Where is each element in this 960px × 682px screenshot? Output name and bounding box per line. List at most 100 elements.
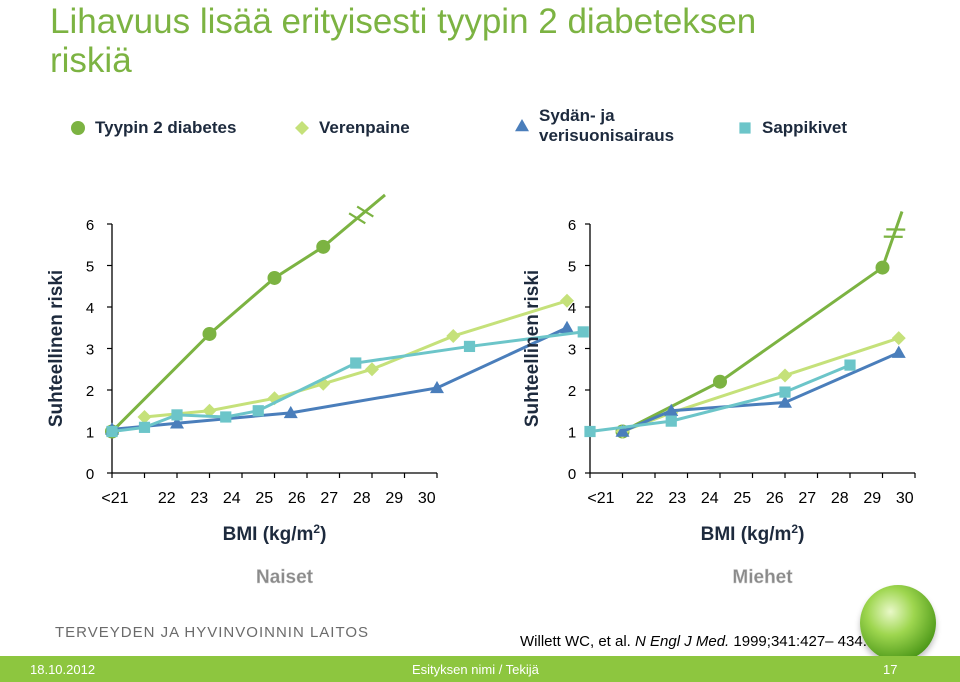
footer-page-number: 17 [883, 662, 898, 677]
square-icon [739, 122, 751, 134]
legend-label: Tyypin 2 diabetes [95, 118, 237, 137]
circle-icon [71, 121, 85, 135]
x-tick-label: 26 [766, 490, 784, 507]
slide-title: Lihavuus lisää erityisesti tyypin 2 diab… [50, 2, 757, 80]
x-tick-label: <21 [587, 490, 614, 507]
data-point [779, 386, 791, 398]
y-tick-label: 2 [568, 383, 576, 400]
citation: Willett WC, et al. N Engl J Med. 1999;34… [520, 633, 867, 650]
data-point [584, 425, 596, 438]
series-line [589, 363, 851, 433]
series [106, 326, 589, 438]
legend-label: Verenpaine [319, 118, 410, 137]
x-tick-label: 29 [385, 490, 403, 507]
legend-label: Sydän- ja [539, 106, 615, 125]
data-point [171, 409, 183, 421]
series [105, 193, 386, 439]
data-point [891, 331, 906, 346]
x-tick-label: 27 [798, 490, 816, 507]
legend-item: Sappikivet [735, 118, 847, 138]
data-point [252, 405, 264, 417]
x-tick-label: 29 [863, 490, 881, 507]
citation-authors: Willett WC, et al. [520, 633, 636, 650]
footer-date: 18.10.2012 [30, 662, 96, 677]
x-axis-title-close: ) [798, 524, 804, 545]
x-tick-label: 28 [353, 490, 371, 507]
legend-item: Sydän- ja verisuonisairaus [512, 106, 674, 146]
citation-journal: N Engl J Med. [635, 633, 730, 650]
data-point [365, 362, 379, 377]
data-point [560, 320, 574, 333]
axis-break-mark [348, 212, 366, 225]
legend-label: Sappikivet [762, 118, 848, 137]
data-point [137, 409, 152, 424]
legend-item: Verenpaine [292, 118, 410, 138]
data-point [220, 411, 232, 423]
data-point [138, 421, 151, 433]
x-axis-title-text: BMI (kg/m [701, 524, 792, 545]
legend-label: verisuonisairaus [539, 126, 675, 145]
citation-details: 1999;341:427– 434. [729, 633, 867, 650]
y-tick-label: 1 [568, 425, 576, 442]
data-point [430, 380, 444, 394]
series-line [111, 330, 584, 433]
data-point [446, 329, 461, 344]
data-point [316, 239, 331, 254]
triangle-icon [515, 119, 529, 132]
y-tick-label: 5 [86, 259, 94, 276]
data-point [202, 403, 217, 418]
y-tick-label: 5 [568, 259, 576, 276]
y-tick-label: 1 [86, 425, 94, 442]
y-tick-label: 3 [568, 342, 576, 359]
x-tick-label: 24 [701, 490, 719, 507]
data-point [350, 357, 362, 369]
data-point [891, 345, 906, 358]
legend-item: Tyypin 2 diabetes [68, 118, 236, 138]
x-axis-title-close: ) [320, 524, 326, 545]
y-tick-label: 4 [568, 300, 576, 317]
footer-bar: 18.10.2012 Esityksen nimi / Tekijä 17 [0, 656, 960, 682]
y-tick-label: 2 [86, 383, 94, 400]
x-tick-label: 23 [668, 490, 686, 507]
x-axis-title-text: BMI (kg/m [223, 524, 314, 545]
y-tick-label: 0 [568, 466, 576, 483]
data-point [202, 326, 217, 341]
x-tick-label: 22 [636, 490, 654, 507]
chart-title: Miehet [732, 567, 793, 588]
x-tick-label: 23 [190, 490, 208, 507]
data-point [577, 326, 589, 338]
data-point [778, 395, 792, 408]
data-point [560, 293, 574, 308]
data-point [463, 340, 476, 353]
x-tick-label: 30 [896, 490, 914, 507]
data-point [844, 359, 856, 371]
data-point [106, 425, 118, 438]
diamond-icon [295, 121, 309, 135]
x-tick-label: 26 [288, 490, 306, 507]
data-point [615, 424, 630, 437]
axis-break-mark [356, 205, 374, 218]
footer-presenter: Esityksen nimi / Tekijä [412, 662, 539, 677]
x-tick-label: 22 [158, 490, 176, 507]
x-tick-label: <21 [101, 490, 128, 507]
x-tick-label: 30 [418, 490, 436, 507]
data-point [665, 415, 677, 427]
data-point [713, 374, 727, 389]
chart-title: Naiset [256, 567, 314, 588]
data-point [283, 405, 298, 419]
y-tick-label: 4 [86, 300, 94, 317]
y-tick-label: 6 [568, 217, 576, 234]
x-tick-label: 27 [320, 490, 338, 507]
x-tick-label: 25 [255, 490, 273, 507]
x-tick-label: 25 [733, 490, 751, 507]
organization-name: TERVEYDEN JA HYVINVOINNIN LAITOS [55, 624, 370, 641]
data-point [778, 368, 792, 383]
data-point [664, 403, 679, 416]
x-axis-title-superscript: 2 [313, 522, 320, 536]
y-tick-label: 0 [86, 466, 94, 483]
x-axis-title-superscript: 2 [791, 522, 798, 536]
x-tick-label: 24 [223, 490, 241, 507]
data-point [267, 270, 282, 285]
